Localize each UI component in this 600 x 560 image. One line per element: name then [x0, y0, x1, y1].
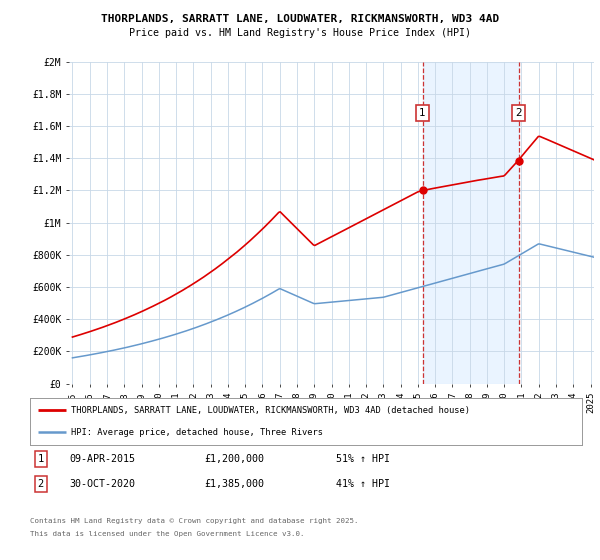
Text: 1: 1: [419, 108, 426, 118]
Text: THORPLANDS, SARRATT LANE, LOUDWATER, RICKMANSWORTH, WD3 4AD (detached house): THORPLANDS, SARRATT LANE, LOUDWATER, RIC…: [71, 406, 470, 415]
Text: 09-APR-2015: 09-APR-2015: [69, 454, 135, 464]
Text: 30-OCT-2020: 30-OCT-2020: [69, 479, 135, 489]
Text: 51% ↑ HPI: 51% ↑ HPI: [336, 454, 390, 464]
Text: HPI: Average price, detached house, Three Rivers: HPI: Average price, detached house, Thre…: [71, 428, 323, 437]
Text: 41% ↑ HPI: 41% ↑ HPI: [336, 479, 390, 489]
Text: £1,385,000: £1,385,000: [204, 479, 264, 489]
Text: 2: 2: [38, 479, 44, 489]
Text: 2: 2: [515, 108, 522, 118]
Text: Price paid vs. HM Land Registry's House Price Index (HPI): Price paid vs. HM Land Registry's House …: [129, 28, 471, 38]
Text: This data is licensed under the Open Government Licence v3.0.: This data is licensed under the Open Gov…: [30, 531, 305, 537]
Text: 1: 1: [38, 454, 44, 464]
Text: £1,200,000: £1,200,000: [204, 454, 264, 464]
Bar: [422, 62, 518, 384]
Text: Contains HM Land Registry data © Crown copyright and database right 2025.: Contains HM Land Registry data © Crown c…: [30, 518, 359, 524]
Text: THORPLANDS, SARRATT LANE, LOUDWATER, RICKMANSWORTH, WD3 4AD: THORPLANDS, SARRATT LANE, LOUDWATER, RIC…: [101, 14, 499, 24]
